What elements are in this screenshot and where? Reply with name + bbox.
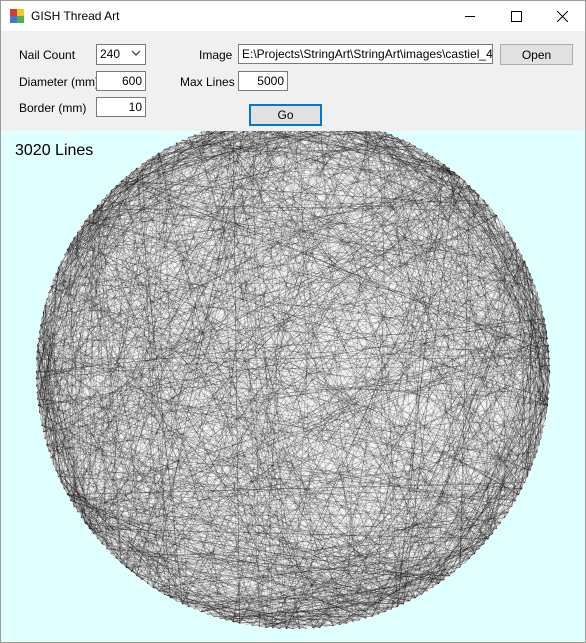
nail-count-label: Nail Count bbox=[19, 48, 76, 62]
image-path-input[interactable]: E:\Projects\StringArt\StringArt\images\c… bbox=[238, 44, 493, 64]
maximize-icon bbox=[510, 10, 522, 22]
image-label: Image bbox=[199, 48, 233, 62]
line-count-label: 3020 Lines bbox=[15, 142, 94, 159]
settings-panel: Nail Count 240 Diameter (mm) 600 Border … bbox=[1, 31, 585, 131]
minimize-icon bbox=[464, 15, 475, 17]
diameter-input[interactable]: 600 bbox=[96, 71, 146, 91]
nail-count-value: 240 bbox=[100, 47, 121, 61]
close-icon bbox=[556, 10, 568, 22]
chevron-down-icon bbox=[131, 50, 141, 56]
go-button[interactable]: Go bbox=[249, 104, 322, 126]
border-label: Border (mm) bbox=[19, 101, 87, 115]
max-lines-input[interactable]: 5000 bbox=[238, 71, 288, 91]
close-button[interactable] bbox=[539, 1, 585, 31]
maximize-button[interactable] bbox=[493, 1, 539, 31]
title-bar[interactable]: GISH Thread Art bbox=[1, 1, 585, 31]
app-icon[interactable] bbox=[10, 9, 24, 23]
border-input[interactable]: 10 bbox=[96, 97, 146, 117]
thread-art-canvas: 3020 Lines bbox=[1, 131, 585, 642]
nail-count-dropdown[interactable]: 240 bbox=[96, 44, 146, 65]
diameter-label: Diameter (mm) bbox=[19, 75, 99, 89]
minimize-button[interactable] bbox=[447, 1, 493, 31]
open-button[interactable]: Open bbox=[500, 44, 573, 65]
max-lines-label: Max Lines bbox=[180, 75, 235, 89]
window-title: GISH Thread Art bbox=[31, 9, 120, 23]
thread-art-drawing bbox=[35, 131, 551, 630]
